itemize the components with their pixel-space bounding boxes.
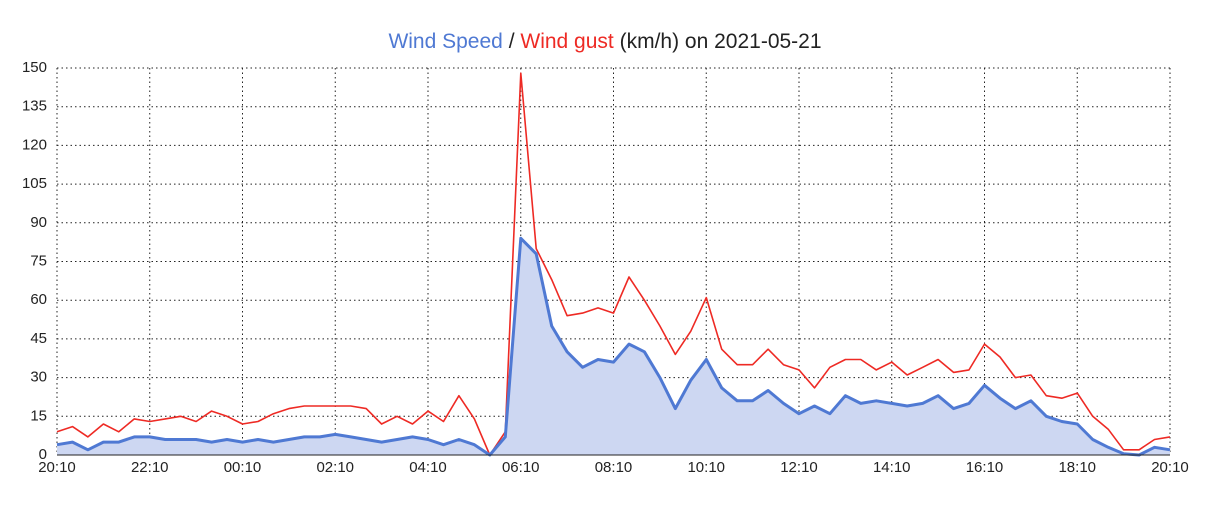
line [56, 72, 1171, 456]
y-tick-label: 0 [39, 446, 47, 463]
x-tick-label: 00:10 [224, 459, 262, 476]
y-tick-label: 45 [30, 330, 47, 347]
x-tick-label: 20:10 [38, 459, 76, 476]
x-tick-label: 02:10 [316, 459, 354, 476]
x-tick-label: 14:10 [873, 459, 911, 476]
y-tick-label: 15 [30, 407, 47, 424]
x-tick-label: 08:10 [595, 459, 633, 476]
y-tick-label: 135 [22, 98, 47, 115]
x-tick-label: 16:10 [966, 459, 1004, 476]
y-tick-label: 150 [22, 59, 47, 76]
title-suffix: (km/h) on 2021-05-21 [620, 30, 822, 53]
chart-title: Wind Speed / Wind gust (km/h) on 2021-05… [388, 30, 821, 53]
x-tick-label: 12:10 [780, 459, 818, 476]
x-tick-label: 04:10 [409, 459, 447, 476]
title-gust: Wind gust [520, 30, 614, 53]
y-tick-label: 75 [30, 252, 47, 269]
y-tick-label: 60 [30, 291, 47, 308]
x-tick-label: 10:10 [687, 459, 725, 476]
x-tick-label: 20:10 [1151, 459, 1189, 476]
y-tick-label: 90 [30, 214, 47, 231]
y-tick-label: 105 [22, 175, 47, 192]
title-speed: Wind Speed [388, 30, 502, 53]
y-tick-label: 30 [30, 369, 47, 386]
x-tick-label: 18:10 [1058, 459, 1096, 476]
x-tick-label: 22:10 [131, 459, 169, 476]
y-tick-label: 120 [22, 136, 47, 153]
title-sep: / [509, 30, 515, 53]
line [56, 236, 1171, 457]
area [57, 238, 1170, 455]
x-tick-label: 06:10 [502, 459, 540, 476]
